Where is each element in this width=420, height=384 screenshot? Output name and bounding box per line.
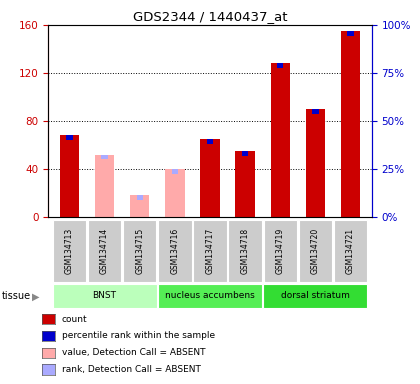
FancyBboxPatch shape	[334, 220, 368, 281]
Text: GSM134718: GSM134718	[241, 227, 249, 274]
FancyBboxPatch shape	[299, 220, 332, 281]
Text: GDS2344 / 1440437_at: GDS2344 / 1440437_at	[133, 10, 287, 23]
FancyBboxPatch shape	[158, 220, 192, 281]
Bar	[172, 169, 178, 174]
Bar	[236, 151, 255, 217]
Text: percentile rank within the sample: percentile rank within the sample	[62, 331, 215, 341]
Text: tissue: tissue	[2, 291, 31, 301]
Bar	[242, 151, 248, 156]
Text: GSM134717: GSM134717	[205, 227, 215, 274]
Text: rank, Detection Call = ABSENT: rank, Detection Call = ABSENT	[62, 365, 201, 374]
Bar	[306, 109, 325, 217]
Bar	[347, 31, 354, 36]
FancyBboxPatch shape	[264, 220, 297, 281]
Bar	[136, 195, 143, 200]
FancyBboxPatch shape	[52, 220, 86, 281]
FancyBboxPatch shape	[158, 284, 262, 308]
Text: value, Detection Call = ABSENT: value, Detection Call = ABSENT	[62, 348, 205, 358]
Bar	[101, 155, 108, 159]
Text: GSM134721: GSM134721	[346, 227, 355, 274]
Text: ▶: ▶	[32, 291, 39, 301]
Bar	[60, 136, 79, 217]
Bar	[277, 63, 284, 68]
FancyBboxPatch shape	[123, 220, 156, 281]
Bar	[200, 139, 220, 217]
Text: GSM134714: GSM134714	[100, 227, 109, 274]
Text: GSM134720: GSM134720	[311, 227, 320, 274]
Bar	[341, 31, 360, 217]
Text: nucleus accumbens: nucleus accumbens	[165, 291, 255, 300]
Text: count: count	[62, 314, 87, 324]
Bar	[207, 139, 213, 144]
Text: BNST: BNST	[92, 291, 116, 300]
Text: GSM134715: GSM134715	[135, 227, 144, 274]
Bar	[270, 63, 290, 217]
FancyBboxPatch shape	[263, 284, 368, 308]
Bar	[312, 109, 319, 114]
FancyBboxPatch shape	[228, 220, 262, 281]
Bar	[130, 195, 150, 217]
FancyBboxPatch shape	[88, 220, 121, 281]
FancyBboxPatch shape	[193, 220, 227, 281]
Text: dorsal striatum: dorsal striatum	[281, 291, 350, 300]
Bar	[165, 169, 184, 217]
FancyBboxPatch shape	[52, 284, 157, 308]
Bar	[66, 136, 73, 140]
Text: GSM134713: GSM134713	[65, 227, 74, 274]
Text: GSM134716: GSM134716	[171, 227, 179, 274]
Text: GSM134719: GSM134719	[276, 227, 285, 274]
Bar	[95, 155, 114, 217]
